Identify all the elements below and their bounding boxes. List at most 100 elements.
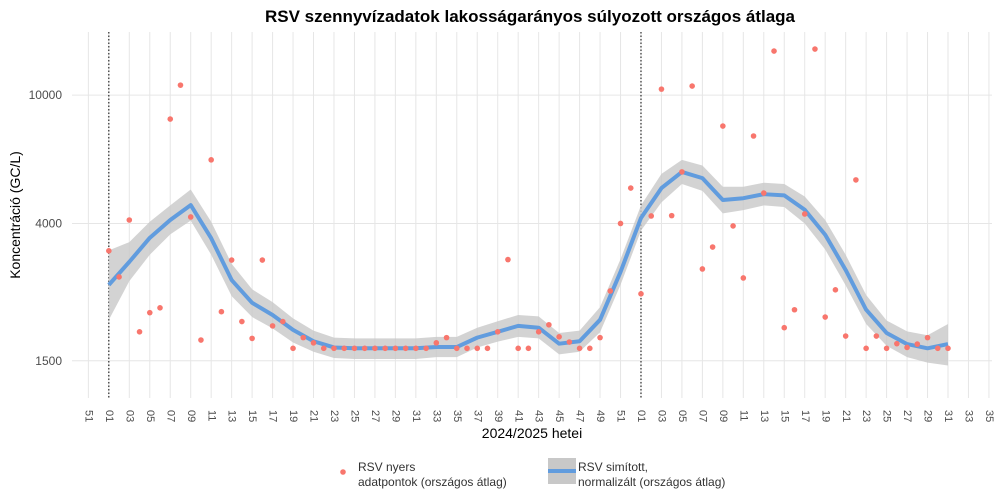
x-tick-label: 17: [267, 410, 279, 422]
data-point: [280, 318, 286, 325]
x-tick-label: 29: [389, 410, 401, 422]
data-point: [290, 345, 296, 352]
data-point: [341, 345, 348, 352]
x-tick-label: 15: [246, 410, 258, 422]
data-point: [198, 337, 204, 343]
data-point: [228, 257, 235, 263]
data-point: [883, 345, 890, 352]
data-point: [433, 340, 440, 346]
data-point: [679, 169, 685, 175]
x-tick-label: 23: [328, 410, 340, 422]
x-tick-label: 01: [635, 410, 647, 422]
data-point: [853, 177, 859, 183]
x-tick-label: 45: [553, 410, 565, 422]
x-tick-label: 07: [696, 410, 708, 422]
data-point: [136, 329, 143, 335]
data-point: [157, 305, 163, 311]
data-point: [597, 334, 603, 341]
data-point: [218, 308, 225, 315]
x-tick-label: 21: [840, 410, 852, 422]
data-point: [413, 345, 419, 352]
x-tick-label: 09: [717, 410, 729, 422]
legend-entry: RSV nyers adatpontok (országos átlag): [358, 460, 507, 489]
data-point: [863, 345, 869, 352]
y-tick-label: 4000: [35, 216, 62, 230]
data-point: [361, 345, 368, 352]
x-tick-label: 03: [123, 410, 135, 422]
data-point: [924, 334, 931, 341]
data-point: [351, 345, 358, 352]
y-tick-label: 1500: [35, 354, 62, 368]
data-point: [106, 248, 112, 254]
data-point: [423, 345, 429, 352]
x-tick-label: 39: [492, 410, 504, 422]
x-tick-label: 27: [901, 410, 913, 422]
data-point: [146, 309, 153, 316]
data-point: [116, 274, 122, 280]
chart-title: RSV szennyvízadatok lakosságarányos súly…: [265, 7, 796, 26]
data-point: [259, 257, 266, 263]
data-point: [556, 334, 562, 340]
x-tick-label: 51: [82, 410, 94, 422]
data-point: [873, 333, 880, 339]
x-tick-label: 07: [164, 410, 176, 422]
x-tick-label: 11: [205, 410, 217, 421]
data-point: [187, 214, 194, 220]
data-point: [320, 345, 327, 352]
x-tick-label: 23: [860, 410, 872, 422]
data-point: [709, 244, 716, 250]
data-point: [587, 345, 593, 352]
data-point: [372, 345, 378, 352]
data-point: [331, 345, 337, 352]
x-axis-label: 2024/2025 hetei: [482, 425, 582, 441]
x-tick-label: 35: [983, 410, 995, 422]
data-point: [177, 82, 184, 88]
data-point: [842, 333, 849, 339]
data-point: [781, 324, 788, 331]
data-point: [546, 321, 552, 328]
data-point: [760, 190, 767, 196]
data-point: [914, 341, 921, 347]
x-tick-label: 35: [451, 410, 463, 422]
data-point: [474, 345, 481, 352]
x-tick-label: 09: [185, 410, 197, 422]
data-point: [771, 48, 777, 54]
data-point: [300, 334, 307, 341]
data-point: [945, 345, 951, 352]
data-point: [689, 83, 695, 89]
data-point: [464, 345, 470, 352]
x-tick-label: 05: [144, 410, 156, 422]
data-point: [668, 212, 675, 219]
data-point: [638, 291, 644, 297]
data-point: [617, 220, 624, 227]
data-point: [699, 266, 706, 272]
x-tick-label: 15: [778, 410, 790, 422]
data-point: [934, 345, 941, 352]
y-tick-label: 10000: [29, 88, 63, 102]
data-point: [484, 345, 491, 352]
legend-point-key: [340, 469, 346, 475]
legend-entry: RSV simított, normalizált (országos átla…: [578, 460, 726, 489]
data-point: [402, 345, 409, 352]
confidence-band: [108, 159, 948, 366]
data-point: [249, 335, 255, 342]
x-tick-label: 31: [410, 410, 422, 422]
data-point: [658, 86, 665, 92]
data-point: [208, 157, 214, 163]
x-tick-label: 11: [737, 410, 749, 421]
data-point: [382, 345, 388, 352]
x-tick-label: 25: [349, 410, 361, 422]
data-point: [239, 318, 245, 325]
x-tick-label: 27: [369, 410, 381, 422]
data-point: [126, 217, 133, 223]
data-point: [894, 340, 900, 347]
x-tick-label: 37: [471, 410, 483, 422]
x-tick-label: 19: [819, 410, 831, 422]
data-point: [627, 185, 634, 191]
x-tick-label: 13: [226, 410, 238, 422]
x-tick-label: 21: [308, 410, 320, 422]
data-point: [167, 116, 174, 122]
smoothed-line: [107, 169, 949, 351]
